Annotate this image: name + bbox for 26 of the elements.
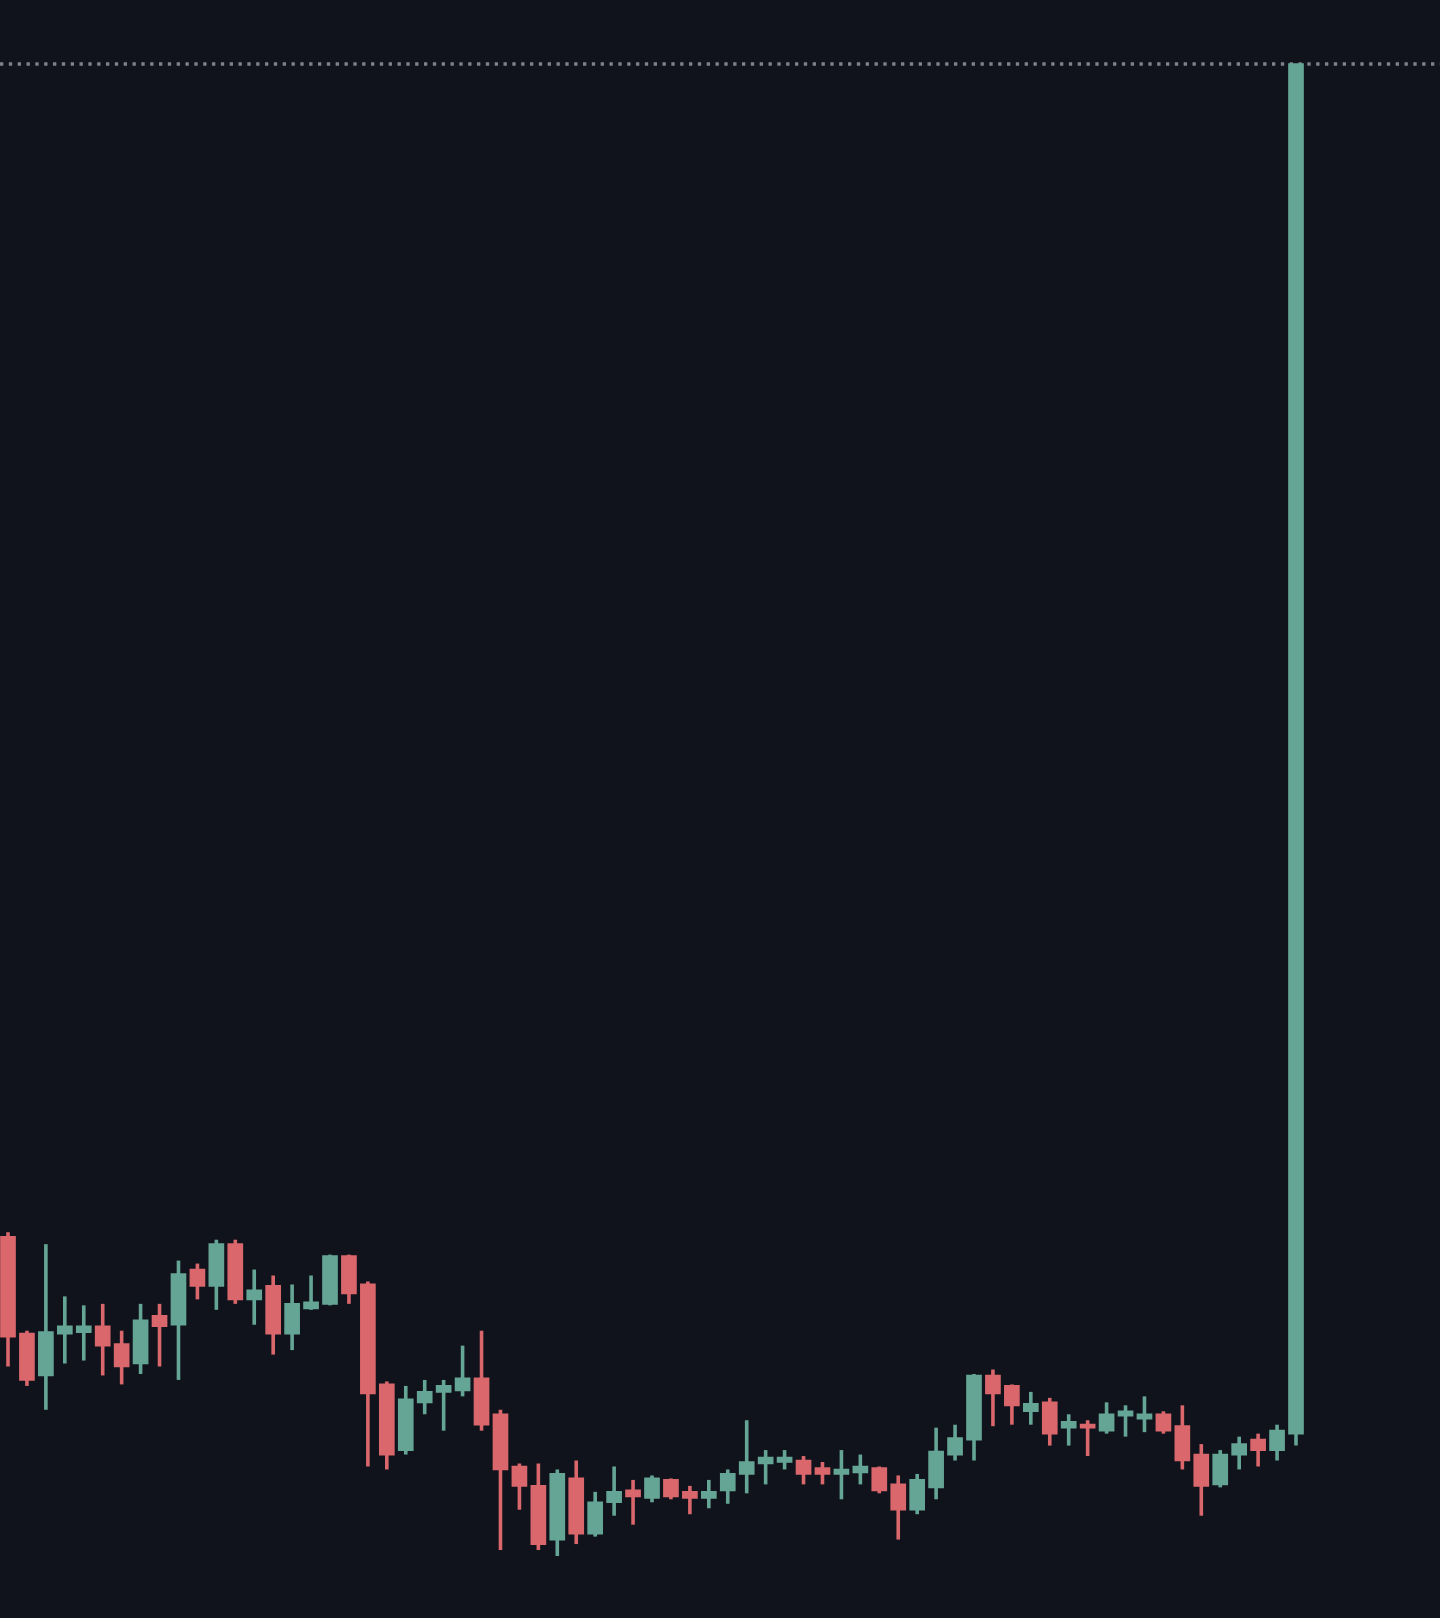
candlestick	[132, 1302, 149, 1376]
candlestick	[265, 1273, 282, 1357]
candlestick	[833, 1448, 850, 1502]
candlestick	[246, 1267, 263, 1327]
candlestick	[151, 1302, 168, 1369]
candlestick	[189, 1261, 206, 1302]
candlestick	[1155, 1409, 1172, 1436]
candlestick	[454, 1343, 471, 1399]
candlestick	[1098, 1400, 1115, 1436]
candlestick	[1250, 1431, 1266, 1469]
candlestick	[208, 1237, 225, 1312]
candlestick	[1041, 1396, 1058, 1448]
candlestick	[814, 1460, 831, 1487]
candlestick	[644, 1473, 660, 1505]
candlestick	[473, 1328, 490, 1433]
candlestick	[511, 1461, 528, 1512]
candlestick	[1136, 1394, 1153, 1434]
candlestick	[776, 1448, 793, 1472]
candlestick	[625, 1478, 641, 1527]
candlestick	[1022, 1390, 1039, 1427]
candlestick	[1060, 1412, 1077, 1448]
candlestick	[1079, 1418, 1096, 1458]
candlestick	[795, 1454, 812, 1487]
candlestick	[852, 1452, 869, 1487]
candlestick	[700, 1478, 717, 1511]
candlestick	[1117, 1403, 1134, 1439]
